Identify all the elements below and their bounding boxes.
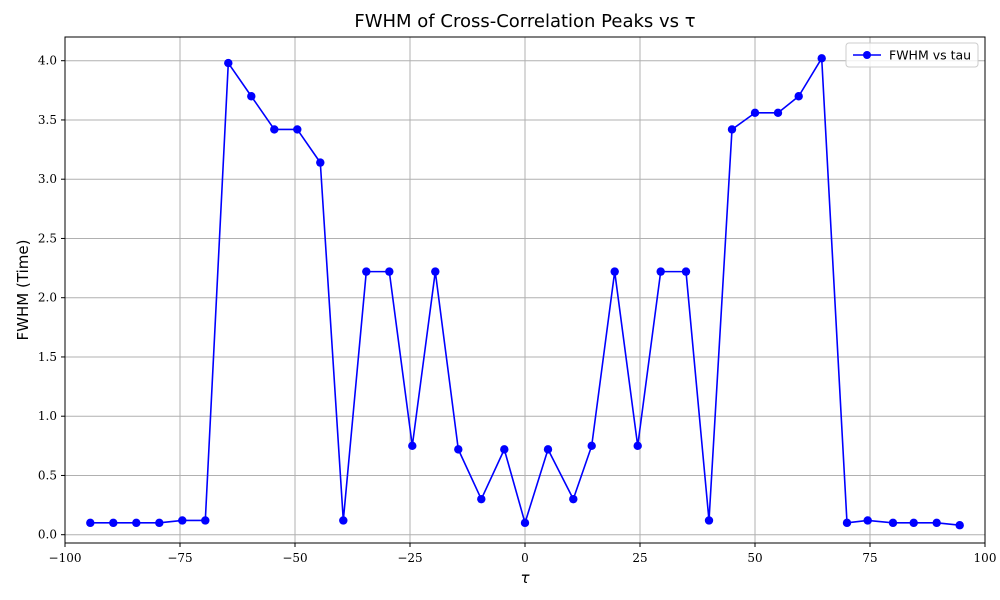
data-point [817,54,826,63]
data-point [431,267,440,276]
legend-point-marker [863,51,871,59]
data-point [224,58,233,68]
y-tick-label: 3.0 [38,172,57,186]
y-tick-label: 0.0 [38,528,57,542]
y-tick-label: 1.5 [38,350,57,364]
data-point [247,92,256,101]
data-point [339,516,348,525]
data-point [201,516,210,525]
data-point [932,518,941,528]
data-point [909,518,918,528]
data-point [888,518,898,528]
data-point [704,516,714,525]
y-tick-label: 0.5 [38,468,57,482]
data-point [842,518,852,528]
data-point [385,267,394,276]
data-point [863,516,872,525]
data-point [794,92,803,101]
x-tick-label: 75 [862,551,877,565]
data-point [454,445,463,454]
series-layer [86,54,964,530]
data-point [569,494,578,504]
x-axis-label: τ [520,569,530,587]
legend-label: FWHM vs tau [889,48,971,63]
data-point [86,518,95,528]
data-point [727,125,737,134]
data-point [500,445,509,454]
legend: FWHM vs tau [845,42,979,68]
y-tick-label: 2.5 [38,231,57,245]
data-point [178,516,187,525]
data-point [543,445,553,454]
x-tick-label: 0 [521,551,529,565]
data-point [109,518,118,528]
y-tick-label: 2.0 [38,291,57,305]
grid [64,37,986,543]
x-tick-label: −25 [397,551,422,565]
data-point [587,441,596,451]
data-point [955,521,964,530]
data-point [155,518,164,528]
data-point [750,108,760,118]
data-point [610,267,619,276]
data-point [633,441,642,451]
data-point [656,267,665,276]
chart-title: FWHM of Cross-Correlation Peaks vs τ [354,11,695,32]
x-tick-label: 50 [747,551,762,565]
y-tick-label: 1.0 [38,409,57,423]
data-point [520,518,530,528]
data-point [773,108,783,118]
data-point [270,125,279,134]
ticks: −100 −75 −50 −25 0 25 50 75 100 0.0 0.5 1.0 1.5 2.0 2.… [38,54,997,565]
y-tick-label: 3.5 [38,113,57,127]
y-axis-label: FWHM (Time) [14,240,32,341]
data-point [681,267,691,276]
y-tick-label: 4.0 [38,54,57,68]
x-tick-label: −75 [167,551,192,565]
x-tick-label: −100 [49,551,82,565]
data-point [477,494,486,504]
x-tick-label: 100 [974,551,997,565]
data-point [293,125,302,134]
legend-box [845,42,979,68]
data-point [408,441,417,451]
x-tick-label: −50 [282,551,307,565]
data-point [132,518,141,528]
x-tick-label: 25 [632,551,647,565]
data-point [362,267,371,276]
data-point [316,158,325,167]
